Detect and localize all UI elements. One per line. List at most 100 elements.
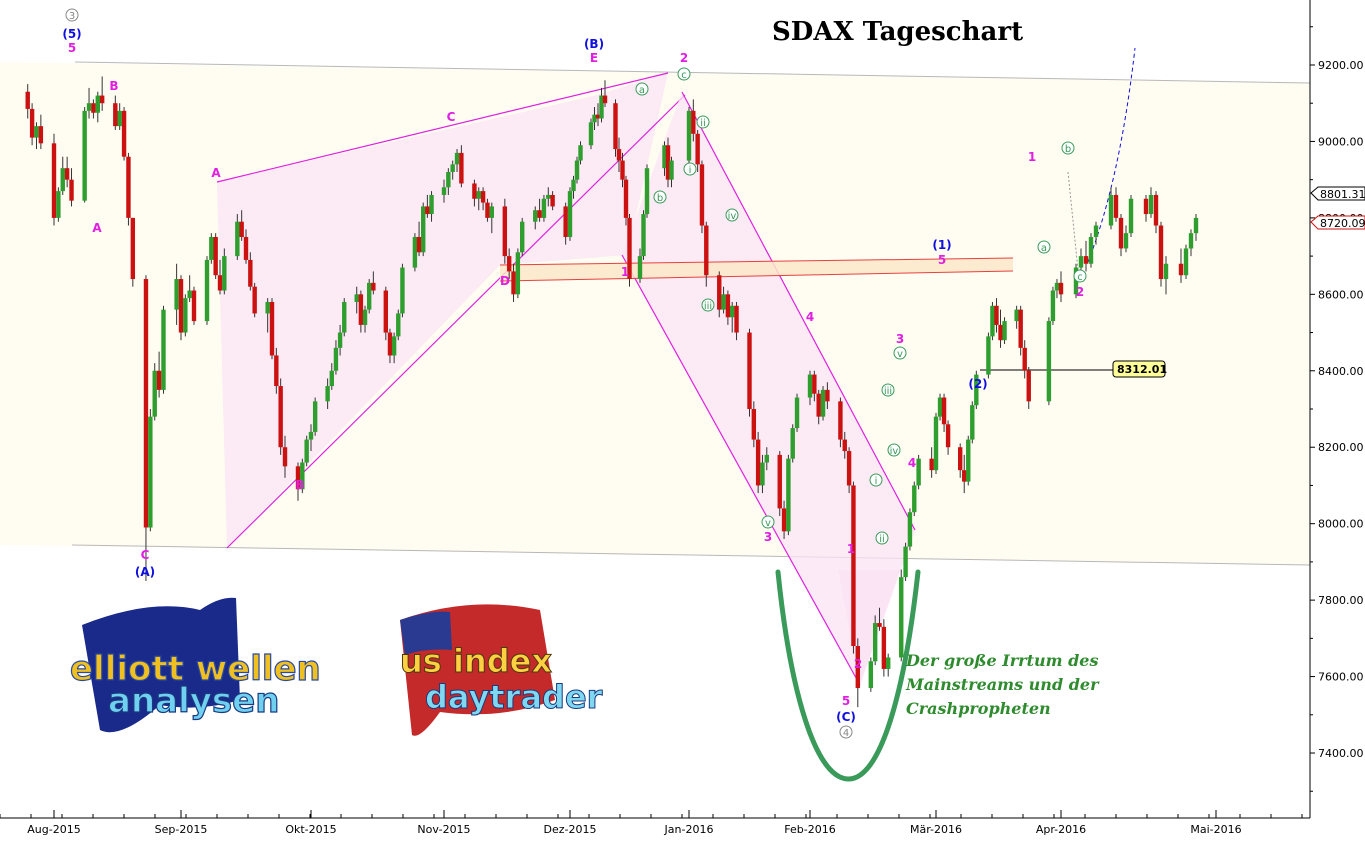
candle bbox=[550, 191, 555, 211]
candle bbox=[1046, 317, 1052, 406]
candle-body-up bbox=[329, 370, 334, 387]
candle bbox=[38, 114, 44, 150]
candle-body-up bbox=[899, 577, 904, 658]
candle bbox=[174, 263, 179, 325]
candle-body-down bbox=[502, 206, 508, 257]
candle bbox=[595, 103, 601, 127]
candle-body-down bbox=[1018, 309, 1023, 348]
candle bbox=[825, 382, 830, 409]
candle bbox=[794, 393, 800, 432]
candle-body-down bbox=[64, 168, 70, 180]
candle bbox=[1113, 187, 1119, 222]
candle bbox=[623, 175, 629, 226]
candle bbox=[933, 412, 939, 474]
candle-body-up bbox=[933, 416, 939, 471]
candle-body-up bbox=[300, 462, 305, 490]
logo-elliott-line1: elliott wellen bbox=[70, 649, 321, 689]
candle-body-down bbox=[725, 294, 731, 318]
candle-body-down bbox=[842, 439, 847, 452]
triangle-label-B: B bbox=[295, 478, 304, 492]
candle-body-up bbox=[686, 110, 692, 161]
candle-body-up bbox=[574, 160, 580, 180]
candle bbox=[312, 397, 318, 436]
candle bbox=[691, 99, 696, 142]
candle-body-up bbox=[588, 122, 594, 146]
candle-body-down bbox=[213, 236, 218, 276]
wave-circle-4: 4 bbox=[839, 725, 853, 739]
logo-us-line1: us index bbox=[400, 642, 552, 680]
y-tick-label: 8000.00 bbox=[1318, 518, 1364, 531]
marker-price-label: 8312.01 bbox=[1117, 363, 1167, 376]
candle-body-down bbox=[358, 294, 364, 325]
candle-body-up bbox=[903, 546, 908, 578]
candle-body-up bbox=[1128, 198, 1134, 234]
candle bbox=[86, 87, 92, 119]
candle bbox=[855, 638, 860, 708]
candle-body-down bbox=[994, 305, 999, 325]
candle-body-down bbox=[269, 301, 275, 356]
wave-label-4-feb: 4 bbox=[806, 310, 814, 324]
chart-title: SDAX Tageschart bbox=[772, 17, 1023, 47]
candle-body-up bbox=[34, 126, 39, 138]
wave-label-(5): (5) bbox=[62, 27, 81, 41]
wave-label-1-apr: 1 bbox=[1028, 150, 1036, 164]
annotation-line-1: Der große Irrtum des bbox=[905, 651, 1099, 670]
u-turn-curve bbox=[775, 569, 921, 782]
candle-body-down bbox=[416, 236, 422, 253]
candle bbox=[358, 290, 364, 333]
candle-body-up bbox=[966, 439, 971, 482]
candle-body-up bbox=[986, 336, 991, 375]
annotation-line-2: Mainstreams und der bbox=[905, 675, 1100, 694]
candle-body-down bbox=[91, 103, 96, 113]
candle bbox=[400, 263, 405, 318]
svg-text:iii: iii bbox=[884, 386, 892, 397]
candle bbox=[1183, 244, 1189, 280]
candle bbox=[970, 401, 975, 444]
candle-body-up bbox=[183, 298, 188, 333]
candle-body-up bbox=[912, 485, 917, 513]
candle-body-up bbox=[454, 152, 460, 165]
candle-body-down bbox=[881, 626, 887, 669]
candle bbox=[472, 179, 477, 207]
candle bbox=[191, 286, 197, 325]
candle bbox=[1188, 229, 1194, 257]
candle-body-down bbox=[747, 332, 752, 409]
candle-body-down bbox=[825, 389, 830, 402]
candle bbox=[99, 76, 105, 111]
candle bbox=[994, 298, 999, 333]
candle bbox=[265, 298, 270, 333]
candle-body-down bbox=[472, 183, 477, 199]
candle bbox=[1128, 194, 1134, 237]
x-axis: Aug-2015 Sep-2015 Okt-2015 Nov-2015 Dez-2015… bbox=[0, 810, 1303, 836]
x-tick-label: Nov-2015 bbox=[417, 823, 470, 836]
candle bbox=[362, 305, 368, 333]
wave-label-2-feb: 2 bbox=[854, 657, 862, 671]
candle bbox=[113, 95, 118, 130]
last-price-tag: 8801.31 bbox=[1310, 186, 1365, 201]
candle bbox=[1193, 214, 1199, 241]
wave-circle-b-1: b bbox=[653, 190, 667, 204]
candle-body-down bbox=[998, 324, 1003, 341]
y-tick-label: 7600.00 bbox=[1318, 671, 1364, 684]
x-tick-label: Jan-2016 bbox=[664, 823, 714, 836]
candle bbox=[1118, 214, 1124, 257]
wave-circle-a-1: a bbox=[635, 82, 649, 96]
marker-price-tag: 8312.01 bbox=[1112, 360, 1167, 378]
candle-body-up bbox=[546, 194, 551, 199]
candle bbox=[383, 286, 389, 341]
candle bbox=[998, 309, 1003, 348]
x-tick-label: Apr-2016 bbox=[1036, 823, 1086, 836]
candle-body-up bbox=[970, 405, 975, 440]
candle-body-down bbox=[506, 256, 512, 272]
candle-body-up bbox=[1046, 321, 1052, 402]
wave-label-1-feb: 1 bbox=[847, 542, 855, 556]
candle-body-up bbox=[308, 431, 314, 440]
candle bbox=[877, 607, 882, 631]
candle bbox=[1018, 305, 1023, 356]
svg-text:iii: iii bbox=[704, 301, 712, 312]
candle bbox=[760, 454, 765, 494]
candle bbox=[734, 301, 739, 341]
candle bbox=[371, 271, 376, 295]
candle-body-up bbox=[265, 301, 270, 314]
candle bbox=[506, 248, 512, 280]
